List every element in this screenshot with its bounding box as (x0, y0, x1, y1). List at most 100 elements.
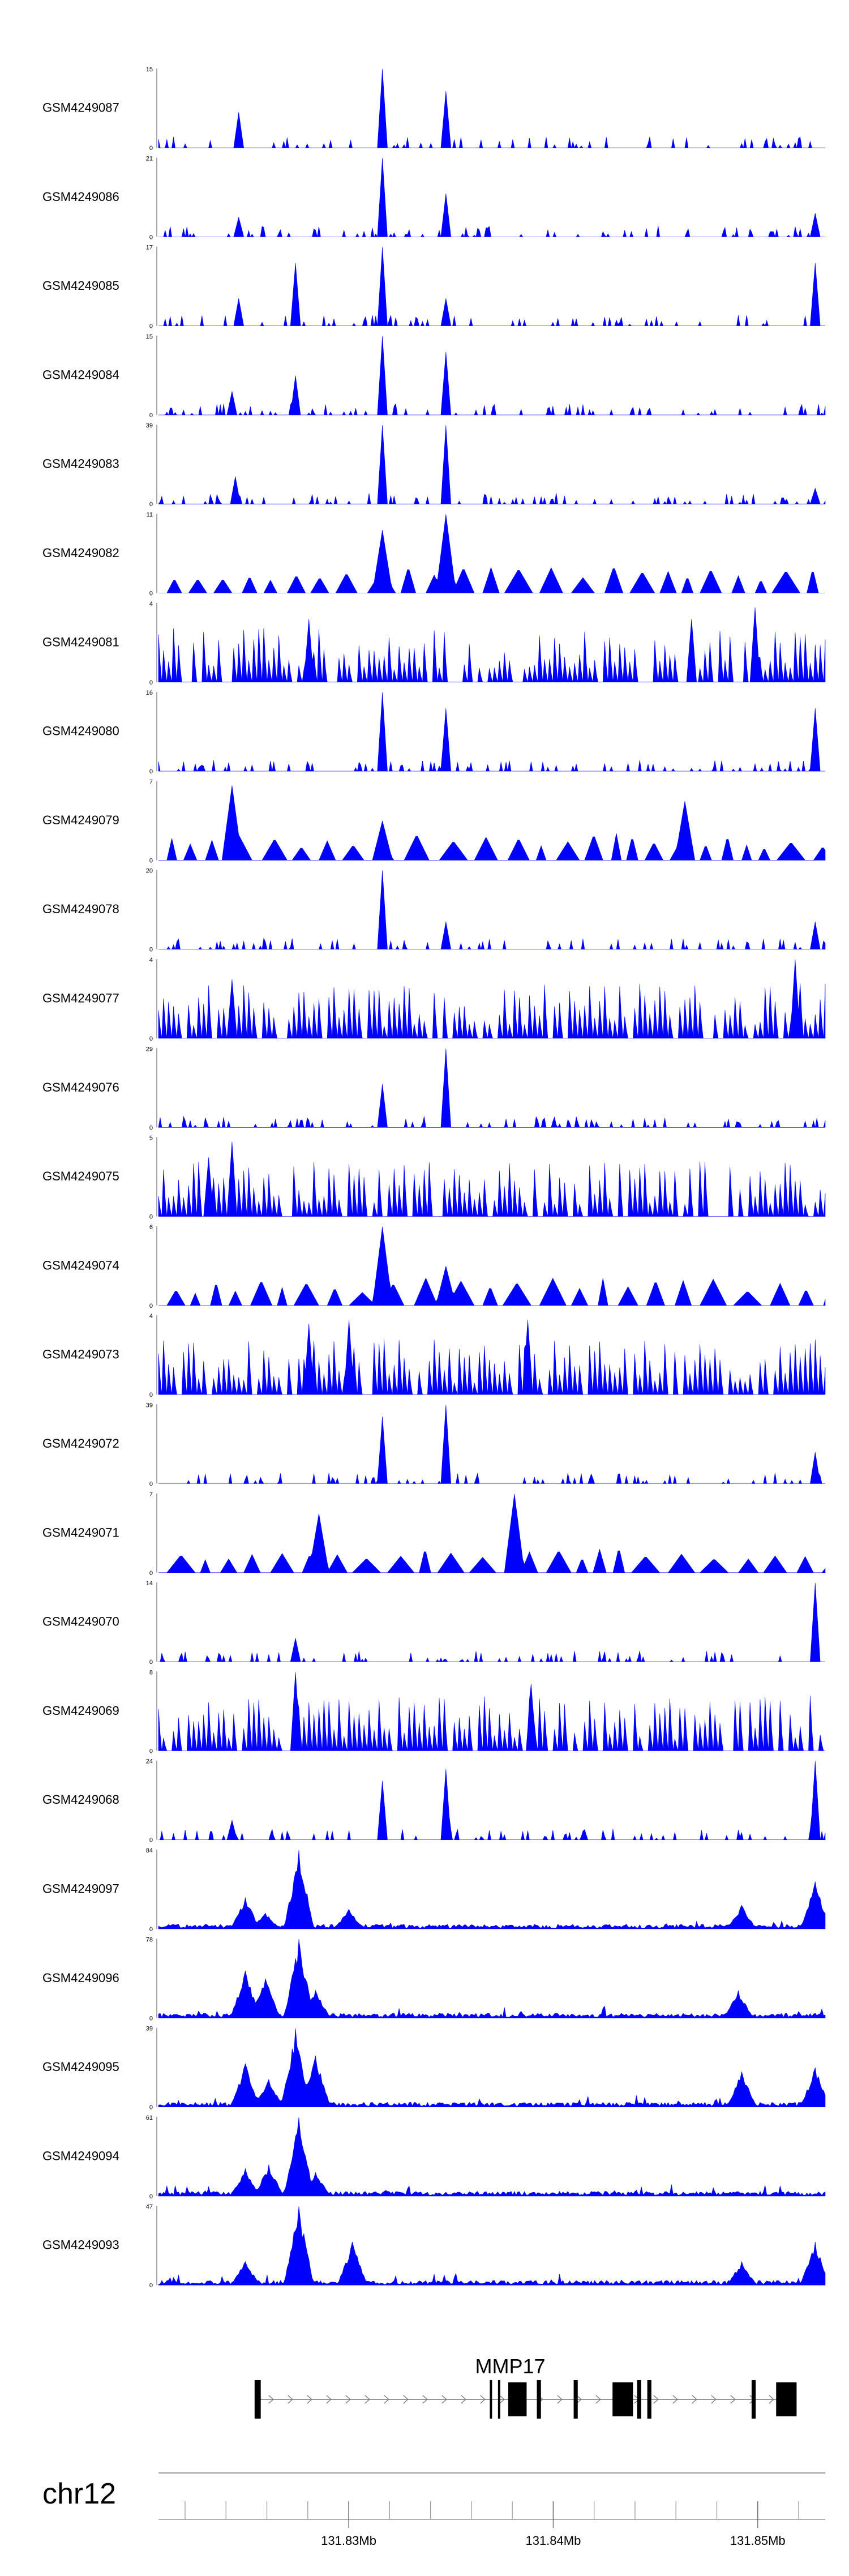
track-ymin-label: 0 (149, 323, 153, 330)
track-signal-area (158, 1320, 826, 1395)
track-ymin-label: 0 (149, 1837, 153, 1844)
track-label: GSM4249080 (42, 724, 119, 738)
track-label: GSM4249094 (42, 2149, 119, 2163)
track-signal-area (158, 1226, 826, 1306)
track-ymin-label: 0 (149, 2193, 153, 2200)
track-label: GSM4249074 (42, 1258, 119, 1272)
track-ymax-label: 20 (146, 868, 153, 875)
track-label: GSM4249068 (42, 1792, 119, 1807)
exon (573, 2380, 578, 2419)
track-label: GSM4249097 (42, 1882, 119, 1896)
track-GSM4249094: GSM4249094 61 0 (42, 2115, 826, 2200)
strand-arrow (441, 2395, 447, 2404)
strand-arrow (557, 2395, 563, 2404)
track-GSM4249075: GSM4249075 5 0 (42, 1135, 826, 1221)
track-ymin-label: 0 (149, 1035, 153, 1042)
exon (490, 2380, 492, 2419)
track-signal-area (158, 1939, 826, 2018)
track-ymax-label: 17 (146, 245, 153, 251)
track-signal-area (158, 692, 825, 772)
track-GSM4249076: GSM4249076 29 0 (42, 1046, 826, 1131)
track-ymax-label: 11 (147, 512, 153, 519)
track-ymax-label: 4 (149, 957, 153, 964)
track-label: GSM4249093 (42, 2238, 119, 2252)
strand-arrow (576, 2395, 582, 2404)
track-signal-area (158, 1672, 825, 1751)
track-label: GSM4249078 (42, 902, 119, 916)
exon (254, 2380, 261, 2419)
track-ymax-label: 39 (146, 2026, 153, 2032)
track-label: GSM4249087 (42, 101, 119, 115)
axis-tick-label: 131.84Mb (525, 2534, 581, 2548)
genome-axis: chr12 131.83Mb 131.84Mb 131.85Mb (42, 2472, 825, 2548)
track-signal-area (158, 1141, 826, 1217)
track-GSM4249074: GSM4249074 6 0 (42, 1224, 826, 1310)
track-label: GSM4249095 (42, 2060, 119, 2074)
track-ymax-label: 4 (149, 1313, 153, 1320)
track-signal-area (158, 247, 825, 327)
strand-arrow (268, 2395, 274, 2404)
strand-arrow (499, 2395, 505, 2404)
track-label: GSM4249086 (42, 190, 119, 204)
strand-arrow (307, 2395, 312, 2404)
track-GSM4249081: GSM4249081 4 0 (42, 601, 826, 686)
track-ymin-label: 0 (149, 1303, 153, 1310)
track-GSM4249084: GSM4249084 15 0 (42, 333, 826, 419)
track-GSM4249078: GSM4249078 20 0 (42, 868, 826, 953)
track-ymax-label: 39 (146, 1402, 153, 1409)
track-label: GSM4249077 (42, 991, 119, 1005)
track-GSM4249095: GSM4249095 39 0 (42, 2026, 826, 2111)
track-signal-area (158, 514, 825, 593)
track-signal-area (158, 2117, 826, 2197)
track-GSM4249097: GSM4249097 84 0 (42, 1847, 826, 1933)
track-signal-area (158, 336, 826, 416)
track-ymin-label: 0 (149, 145, 153, 152)
track-ymax-label: 61 (146, 2115, 153, 2121)
track-ymin-label: 0 (149, 1570, 153, 1577)
strand-arrow (326, 2395, 332, 2404)
track-label: GSM4249076 (42, 1080, 119, 1094)
track-label: GSM4249075 (42, 1169, 119, 1183)
track-label: GSM4249096 (42, 1971, 119, 1985)
track-ymax-label: 21 (146, 155, 153, 162)
strand-arrow (692, 2395, 697, 2404)
track-signal-area (158, 2206, 826, 2286)
track-ymax-label: 8 (149, 1669, 153, 1676)
track-ymin-label: 0 (149, 1926, 153, 1933)
strand-arrow (345, 2395, 351, 2404)
track-ymin-label: 0 (149, 1392, 153, 1398)
strand-arrow (288, 2395, 293, 2404)
track-label: GSM4249069 (42, 1704, 119, 1718)
signal-tracks: GSM4249087150GSM4249086210GSM4249085170G… (42, 66, 826, 2289)
track-GSM4249069: GSM4249069 8 0 (42, 1669, 825, 1755)
track-ymin-label: 0 (149, 1214, 153, 1221)
gene-name-label: MMP17 (475, 2355, 546, 2378)
track-ymax-label: 78 (146, 1936, 153, 1943)
track-label: GSM4249085 (42, 279, 119, 293)
track-ymax-label: 39 (146, 422, 153, 429)
track-ymin-label: 0 (149, 590, 153, 597)
track-ymin-label: 0 (149, 679, 153, 686)
track-ymin-label: 0 (149, 857, 153, 864)
track-label: GSM4249084 (42, 367, 119, 382)
track-ymin-label: 0 (149, 1481, 153, 1488)
exon (647, 2380, 651, 2419)
track-GSM4249072: GSM4249072 39 0 (42, 1402, 825, 1488)
track-ymin-label: 0 (149, 501, 153, 508)
exon (751, 2380, 756, 2419)
track-GSM4249096: GSM4249096 78 0 (42, 1936, 826, 2022)
track-signal-area (158, 1850, 826, 1929)
track-ymin-label: 0 (149, 768, 153, 775)
gene-track: MMP17 (254, 2355, 797, 2419)
track-GSM4249093: GSM4249093 47 0 (42, 2203, 826, 2289)
track-ymax-label: 24 (146, 1758, 153, 1765)
exon (637, 2380, 641, 2419)
track-GSM4249071: GSM4249071 7 0 (42, 1491, 826, 1577)
exon (498, 2380, 500, 2419)
track-ymin-label: 0 (149, 2282, 153, 2289)
track-GSM4249083: GSM4249083 39 0 (42, 422, 826, 508)
track-GSM4249082: GSM4249082 11 0 (42, 512, 825, 597)
axis-tick-label: 131.83Mb (321, 2534, 376, 2548)
track-signal-area (158, 1405, 825, 1484)
